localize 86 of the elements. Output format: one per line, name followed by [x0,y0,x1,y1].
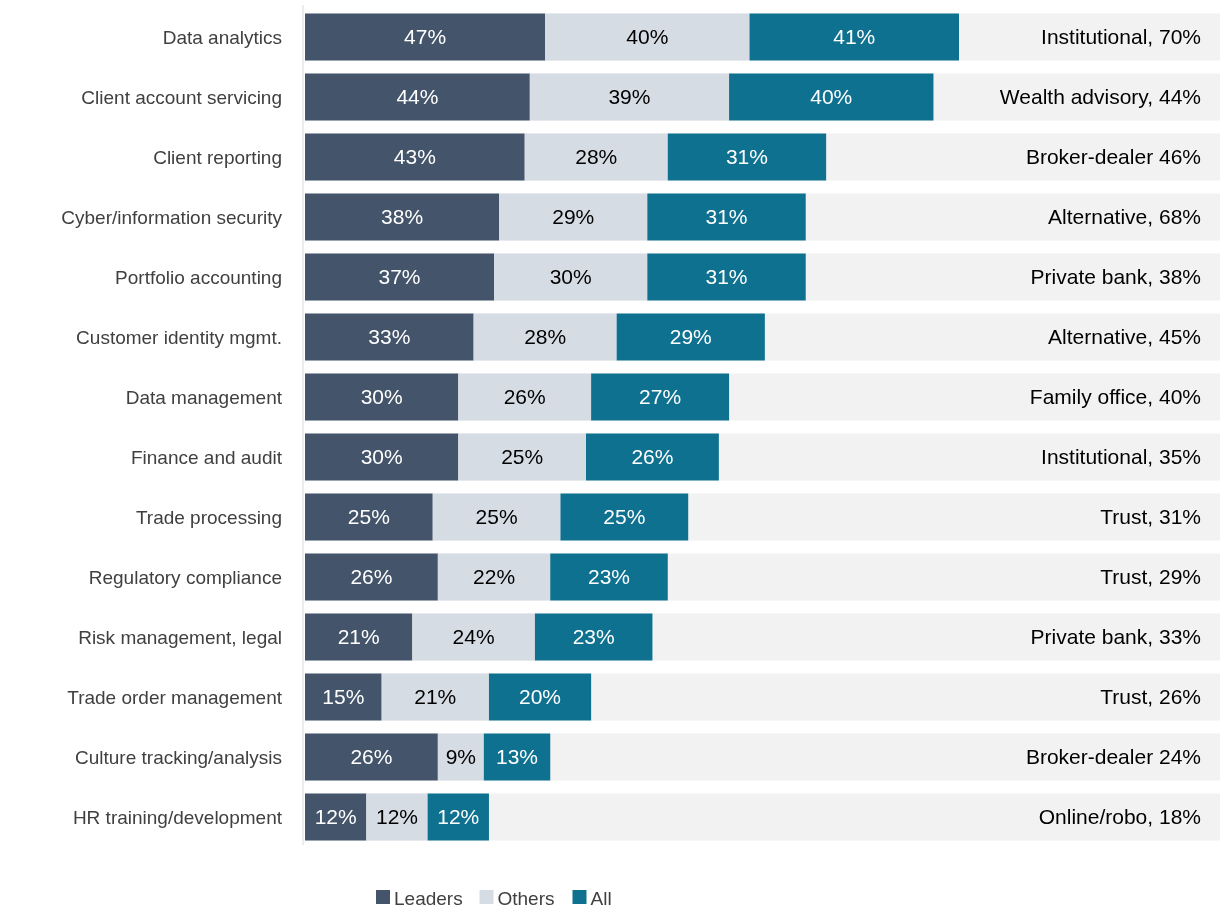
data-label: 12% [375,805,418,829]
data-label: 15% [322,685,365,709]
text: Wealth advisory, 44% [999,85,1201,109]
bar [305,253,495,301]
text: Institutional, 70% [1041,25,1201,49]
data-label: 31% [725,145,768,169]
data-label: 12% [314,805,357,829]
data-label: 21% [414,685,457,709]
text: Online/robo, 18% [1038,805,1201,829]
data-label: 30% [549,265,592,289]
data-label: 21% [337,625,380,649]
data-label: 40% [810,85,853,109]
legend-label: Others [497,887,555,909]
bar [616,313,765,361]
data-label: 29% [669,325,712,349]
y-tick-label: Cyber/information security [61,206,283,228]
data-label: 39% [608,85,651,109]
data-label: 25% [347,505,390,529]
bar [529,73,730,121]
data-label: 40% [626,25,669,49]
bar [524,133,668,181]
text: Family office, 40% [1029,385,1201,409]
data-label: 37% [378,265,421,289]
data-label: 26% [503,385,546,409]
y-tick-label: Portfolio accounting [115,266,282,288]
bar [305,313,474,361]
data-label: 9% [445,745,477,769]
data-label: 26% [631,445,674,469]
data-label: 29% [552,205,595,229]
text: Alternative, 45% [1048,325,1201,349]
bar [473,313,617,361]
data-label: 38% [381,205,424,229]
data-label: 27% [639,385,682,409]
data-label: 33% [368,325,411,349]
y-tick-label: Regulatory compliance [88,566,282,588]
data-label: 44% [396,85,439,109]
text: Trust, 29% [1100,565,1201,589]
text: Institutional, 35% [1041,445,1201,469]
legend-label: All [590,887,612,909]
text: Broker-dealer 24% [1025,745,1201,769]
y-tick-label: Data management [125,386,283,408]
bar [494,253,648,301]
bar [545,13,750,61]
bar [305,13,546,61]
data-label: 13% [496,745,539,769]
y-tick-label: Trade processing [135,506,282,528]
data-label: 30% [360,445,403,469]
bar [499,193,648,241]
y-tick-label: Finance and audit [130,446,283,468]
bar [305,73,530,121]
y-tick-label: Client reporting [153,146,282,168]
text: Private bank, 33% [1030,625,1201,649]
data-label: 26% [350,565,393,589]
data-label: 31% [705,205,748,229]
text: Private bank, 38% [1030,265,1201,289]
y-tick-label: Data analytics [162,26,282,48]
y-tick-label: Trade order management [67,686,283,708]
legend-label: Leaders [394,887,463,909]
y-tick-label: Customer identity mgmt. [76,326,282,348]
data-label: 25% [501,445,544,469]
text: Alternative, 68% [1048,205,1201,229]
y-tick-label: Client account servicing [81,86,282,108]
data-label: 20% [519,685,562,709]
bar [305,193,500,241]
data-label: 22% [473,565,516,589]
data-label: 28% [524,325,567,349]
data-label: 23% [587,565,631,589]
data-label: 28% [575,145,618,169]
data-label: 43% [393,145,436,169]
data-label: 24% [452,625,495,649]
y-tick-label: Culture tracking/analysis [75,746,282,768]
data-label: 30% [360,385,403,409]
data-label: 26% [350,745,393,769]
data-label: 23% [572,625,615,649]
text: Trust, 26% [1100,685,1201,709]
data-label: 41% [833,25,876,49]
data-label: 47% [404,25,447,49]
data-label: 12% [437,805,480,829]
bar [305,133,525,181]
data-label: 25% [475,505,518,529]
data-label: 25% [603,505,646,529]
text: Broker-dealer 46% [1025,145,1201,169]
data-label: 31% [705,265,748,289]
y-tick-label: Risk management, legal [78,626,282,648]
y-tick-label: HR training/development [72,806,283,828]
text: Trust, 31% [1100,505,1201,529]
